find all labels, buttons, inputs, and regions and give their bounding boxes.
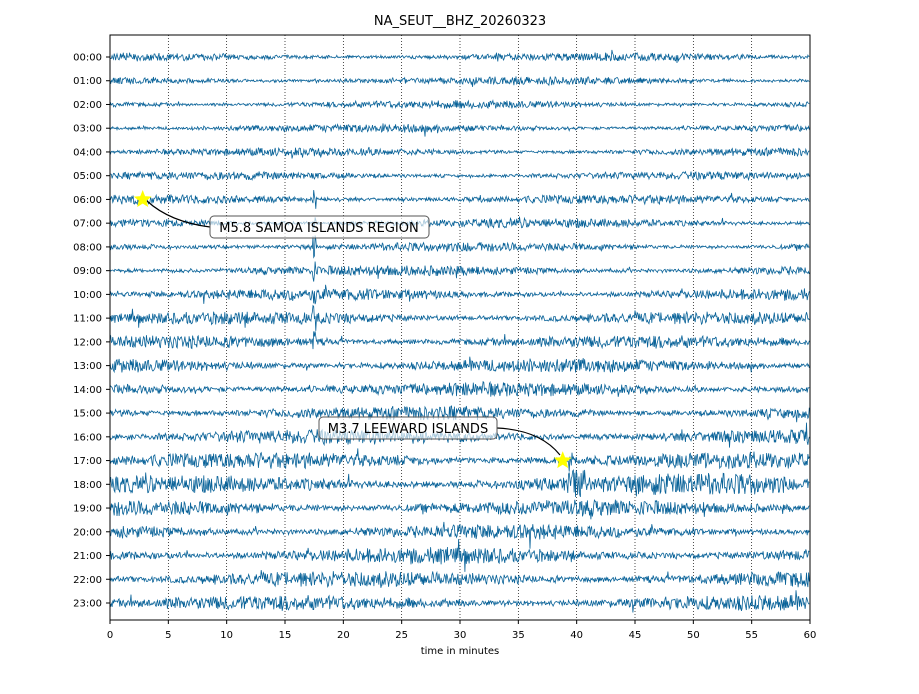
event-star-icon — [553, 451, 572, 469]
trace-0100 — [109, 75, 810, 87]
y-tick-label: 13:00 — [73, 361, 102, 372]
trace-2200 — [109, 570, 810, 588]
traces — [109, 49, 810, 613]
x-tick-label: 30 — [454, 630, 467, 641]
trace-0200 — [109, 99, 810, 110]
trace-2100 — [109, 539, 810, 572]
annotation-box — [209, 215, 430, 239]
event-annotation-samoa: M5.8 SAMOA ISLANDS REGION — [133, 190, 430, 239]
y-tick-label: 10:00 — [73, 290, 102, 301]
y-tick-label: 08:00 — [73, 242, 102, 253]
connector-line — [146, 200, 211, 228]
trace-0900 — [109, 261, 810, 282]
y-tick-label: 01:00 — [73, 76, 102, 87]
chart-title: NA_SEUT__BHZ_20260323 — [374, 14, 546, 29]
y-tick-label: 18:00 — [73, 480, 102, 491]
trace-2300 — [109, 590, 810, 613]
y-tick-label: 14:00 — [73, 385, 102, 396]
trace-1400 — [109, 380, 810, 397]
trace-0400 — [109, 146, 810, 159]
trace-0300 — [109, 123, 810, 137]
connector-line — [496, 427, 561, 456]
trace-0000 — [109, 49, 810, 64]
y-tick-label: 09:00 — [73, 266, 102, 277]
trace-0500 — [109, 170, 810, 182]
x-tick-label: 60 — [804, 630, 817, 641]
trace-1900 — [109, 498, 810, 520]
x-tick-label: 25 — [395, 630, 408, 641]
trace-1700 — [109, 448, 810, 472]
y-tick-label: 11:00 — [73, 314, 102, 325]
trace-1000 — [109, 284, 810, 305]
trace-1500 — [109, 405, 810, 423]
x-tick-label: 40 — [570, 630, 583, 641]
x-tick-label: 35 — [512, 630, 525, 641]
x-tick-label: 55 — [745, 630, 758, 641]
event-annotation-leeward: M3.7 LEEWARD ISLANDS — [318, 416, 572, 469]
trace-0600 — [109, 190, 810, 209]
trace-1300 — [109, 356, 810, 374]
annotation-box — [318, 416, 498, 440]
y-tick-label: 16:00 — [73, 432, 102, 443]
y-tick-label: 00:00 — [73, 53, 102, 64]
x-tick-label: 20 — [337, 630, 350, 641]
trace-1100 — [109, 304, 810, 331]
y-tick-label: 12:00 — [73, 337, 102, 348]
y-axis: 00:00 01:00 02:00 03:00 04:00 05:00 06:00 07:00… — [73, 53, 110, 610]
x-tick-label: 0 — [107, 630, 113, 641]
y-tick-label: 20:00 — [73, 527, 102, 538]
y-tick-label: 19:00 — [73, 504, 102, 515]
x-tick-label: 45 — [629, 630, 642, 641]
x-axis: 0 5 10 15 20 25 30 35 40 45 50 55 60 — [107, 620, 817, 641]
x-tick-label: 15 — [279, 630, 292, 641]
event-label: M3.7 LEEWARD ISLANDS — [328, 422, 488, 437]
trace-1200 — [109, 331, 810, 350]
x-tick-label: 50 — [687, 630, 700, 641]
y-tick-label: 17:00 — [73, 456, 102, 467]
y-tick-label: 22:00 — [73, 575, 102, 586]
y-tick-label: 04:00 — [73, 147, 102, 158]
y-tick-label: 23:00 — [73, 599, 102, 610]
x-tick-label: 5 — [165, 630, 171, 641]
trace-0800 — [109, 235, 810, 259]
y-tick-label: 07:00 — [73, 219, 102, 230]
y-tick-label: 03:00 — [73, 124, 102, 135]
event-star-icon — [133, 190, 152, 208]
trace-1800 — [109, 469, 810, 498]
y-tick-label: 05:00 — [73, 171, 102, 182]
event-label: M5.8 SAMOA ISLANDS REGION — [219, 221, 418, 236]
y-tick-label: 15:00 — [73, 409, 102, 420]
x-tick-label: 10 — [220, 630, 233, 641]
x-axis-label: time in minutes — [421, 646, 500, 657]
y-tick-label: 02:00 — [73, 100, 102, 111]
y-tick-label: 06:00 — [73, 195, 102, 206]
y-tick-label: 21:00 — [73, 551, 102, 562]
trace-2000 — [109, 521, 810, 549]
